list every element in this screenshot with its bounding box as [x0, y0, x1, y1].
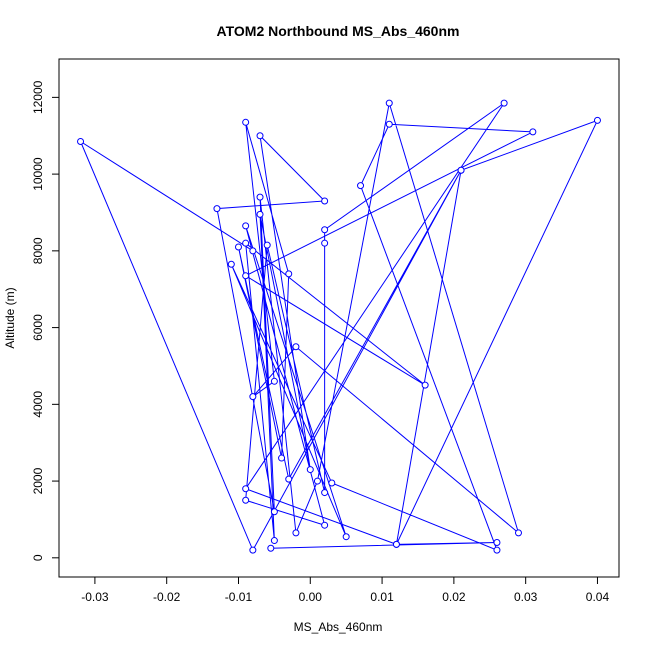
data-point — [514, 529, 522, 537]
data-point — [213, 205, 221, 213]
series-line — [79, 102, 599, 552]
y-tick-label: 2000 — [31, 467, 45, 494]
y-axis: 0 2000 4000 6000 8000 10000 12000 — [31, 80, 60, 561]
data-point — [392, 540, 400, 548]
data-point — [285, 475, 293, 483]
data-point — [321, 239, 329, 247]
x-tick-label: 0.03 — [514, 590, 538, 604]
data-point — [77, 137, 85, 145]
chart-title: ATOM2 Northbound MS_Abs_460nm — [217, 23, 460, 39]
data-point — [234, 243, 242, 251]
y-tick-label: 4000 — [31, 391, 45, 418]
x-tick-label: 0.00 — [299, 590, 323, 604]
data-point — [285, 270, 293, 278]
data-point — [270, 377, 278, 385]
data-point — [270, 508, 278, 516]
data-point — [321, 197, 329, 205]
data-point — [242, 118, 250, 126]
data-point — [249, 247, 257, 255]
data-point — [256, 132, 264, 140]
data-point — [249, 546, 257, 554]
data-point — [242, 239, 250, 247]
data-point — [385, 99, 393, 107]
data-point — [256, 210, 264, 218]
data-point — [267, 544, 275, 552]
x-tick-label: 0.02 — [442, 590, 466, 604]
data-point — [493, 538, 501, 546]
y-tick-label: 8000 — [31, 237, 45, 264]
data-point — [321, 489, 329, 497]
x-axis-label: MS_Abs_460nm — [294, 620, 383, 634]
data-point — [321, 521, 329, 529]
data-point — [457, 166, 465, 174]
data-point — [256, 193, 264, 201]
y-axis-label: Altitude (m) — [3, 287, 17, 348]
y-tick-label: 6000 — [31, 314, 45, 341]
data-point — [321, 226, 329, 234]
data-point — [328, 479, 336, 487]
data-point — [421, 381, 429, 389]
data-point — [342, 533, 350, 541]
data-point — [242, 496, 250, 504]
data-point — [357, 182, 365, 190]
data-point — [227, 260, 235, 268]
series-points — [77, 99, 601, 554]
x-tick-label: -0.01 — [225, 590, 253, 604]
x-tick-label: -0.02 — [153, 590, 181, 604]
data-point — [493, 546, 501, 554]
data-point — [500, 99, 508, 107]
data-point — [242, 485, 250, 493]
data-point — [529, 128, 537, 136]
x-tick-label: 0.01 — [370, 590, 394, 604]
data-point — [263, 241, 271, 249]
data-point — [270, 537, 278, 545]
x-axis: -0.03 -0.02 -0.01 0.00 0.01 0.02 0.03 0.04 — [81, 576, 610, 604]
data-point — [242, 222, 250, 230]
data-point — [278, 454, 286, 462]
data-point — [306, 466, 314, 474]
data-point — [313, 477, 321, 485]
x-tick-label: -0.03 — [81, 590, 109, 604]
data-point — [593, 116, 601, 124]
data-point — [292, 529, 300, 537]
y-tick-label: 0 — [31, 554, 45, 561]
y-tick-label: 10000 — [31, 157, 45, 191]
x-tick-label: 0.04 — [586, 590, 610, 604]
data-point — [292, 343, 300, 351]
data-point — [249, 393, 257, 401]
data-point — [242, 272, 250, 280]
series-lines — [79, 102, 599, 552]
y-tick-label: 12000 — [31, 80, 45, 114]
plot-frame — [58, 58, 620, 578]
data-point — [385, 120, 393, 128]
